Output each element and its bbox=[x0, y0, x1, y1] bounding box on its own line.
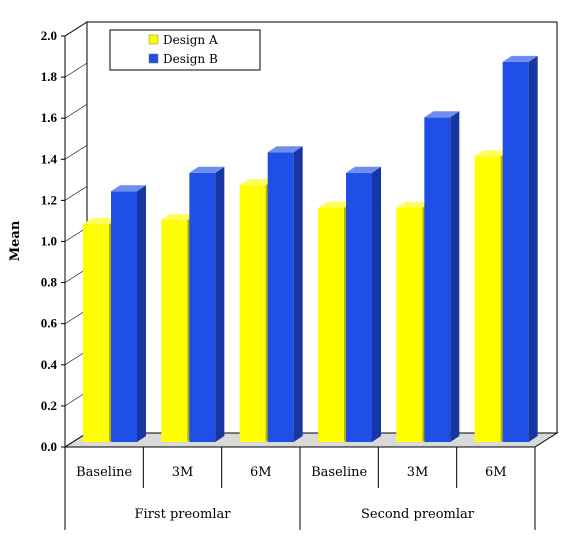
x-category-label: Baseline bbox=[76, 465, 132, 480]
y-tick-label: 0.2 bbox=[41, 398, 57, 413]
x-category-label: 3M bbox=[172, 465, 194, 480]
y-axis-label: Mean bbox=[8, 220, 23, 261]
bar-design-b bbox=[189, 166, 225, 443]
bar-design-b bbox=[346, 166, 381, 443]
bar-design-b bbox=[267, 146, 303, 442]
x-category-label: 6M bbox=[250, 465, 272, 480]
bar-design-b bbox=[111, 185, 146, 443]
y-axis-ticks: 0.0 0.2 0.4 0.6 0.8 1.0 1.2 1.4 1.6 1.8 2.0 bbox=[41, 21, 88, 454]
y-tick-label: 0.8 bbox=[41, 275, 58, 290]
y-tick-label: 1.8 bbox=[41, 69, 58, 84]
x-category-label: Baseline bbox=[311, 465, 367, 480]
y-tick-label: 2.0 bbox=[41, 28, 57, 43]
bars bbox=[83, 55, 538, 443]
legend-swatch-design-b bbox=[148, 53, 159, 64]
y-tick-label: 0.0 bbox=[41, 439, 57, 454]
bar-design-b bbox=[424, 111, 460, 442]
legend-swatch-design-a bbox=[148, 34, 159, 45]
x-group-label: First preomlar bbox=[135, 507, 232, 522]
bar-design-b bbox=[502, 55, 538, 442]
x-category-label: 3M bbox=[407, 465, 429, 480]
legend-label-design-a: Design A bbox=[163, 33, 218, 47]
legend-label-design-b: Design B bbox=[163, 52, 218, 66]
y-tick-label: 1.6 bbox=[41, 110, 58, 125]
x-group-label: Second preomlar bbox=[361, 507, 475, 522]
x-axis-categories: Baseline 3M 6M Baseline 3M 6M First preomlar Se… bbox=[64, 446, 536, 530]
y-tick-label: 1.2 bbox=[41, 192, 57, 207]
y-tick-label: 0.4 bbox=[41, 357, 58, 372]
x-category-label: 6M bbox=[485, 465, 507, 480]
legend: Design A Design B bbox=[109, 29, 261, 71]
y-tick-label: 0.6 bbox=[41, 316, 58, 331]
y-tick-label: 1.0 bbox=[41, 234, 57, 249]
y-tick-label: 1.4 bbox=[41, 151, 58, 166]
